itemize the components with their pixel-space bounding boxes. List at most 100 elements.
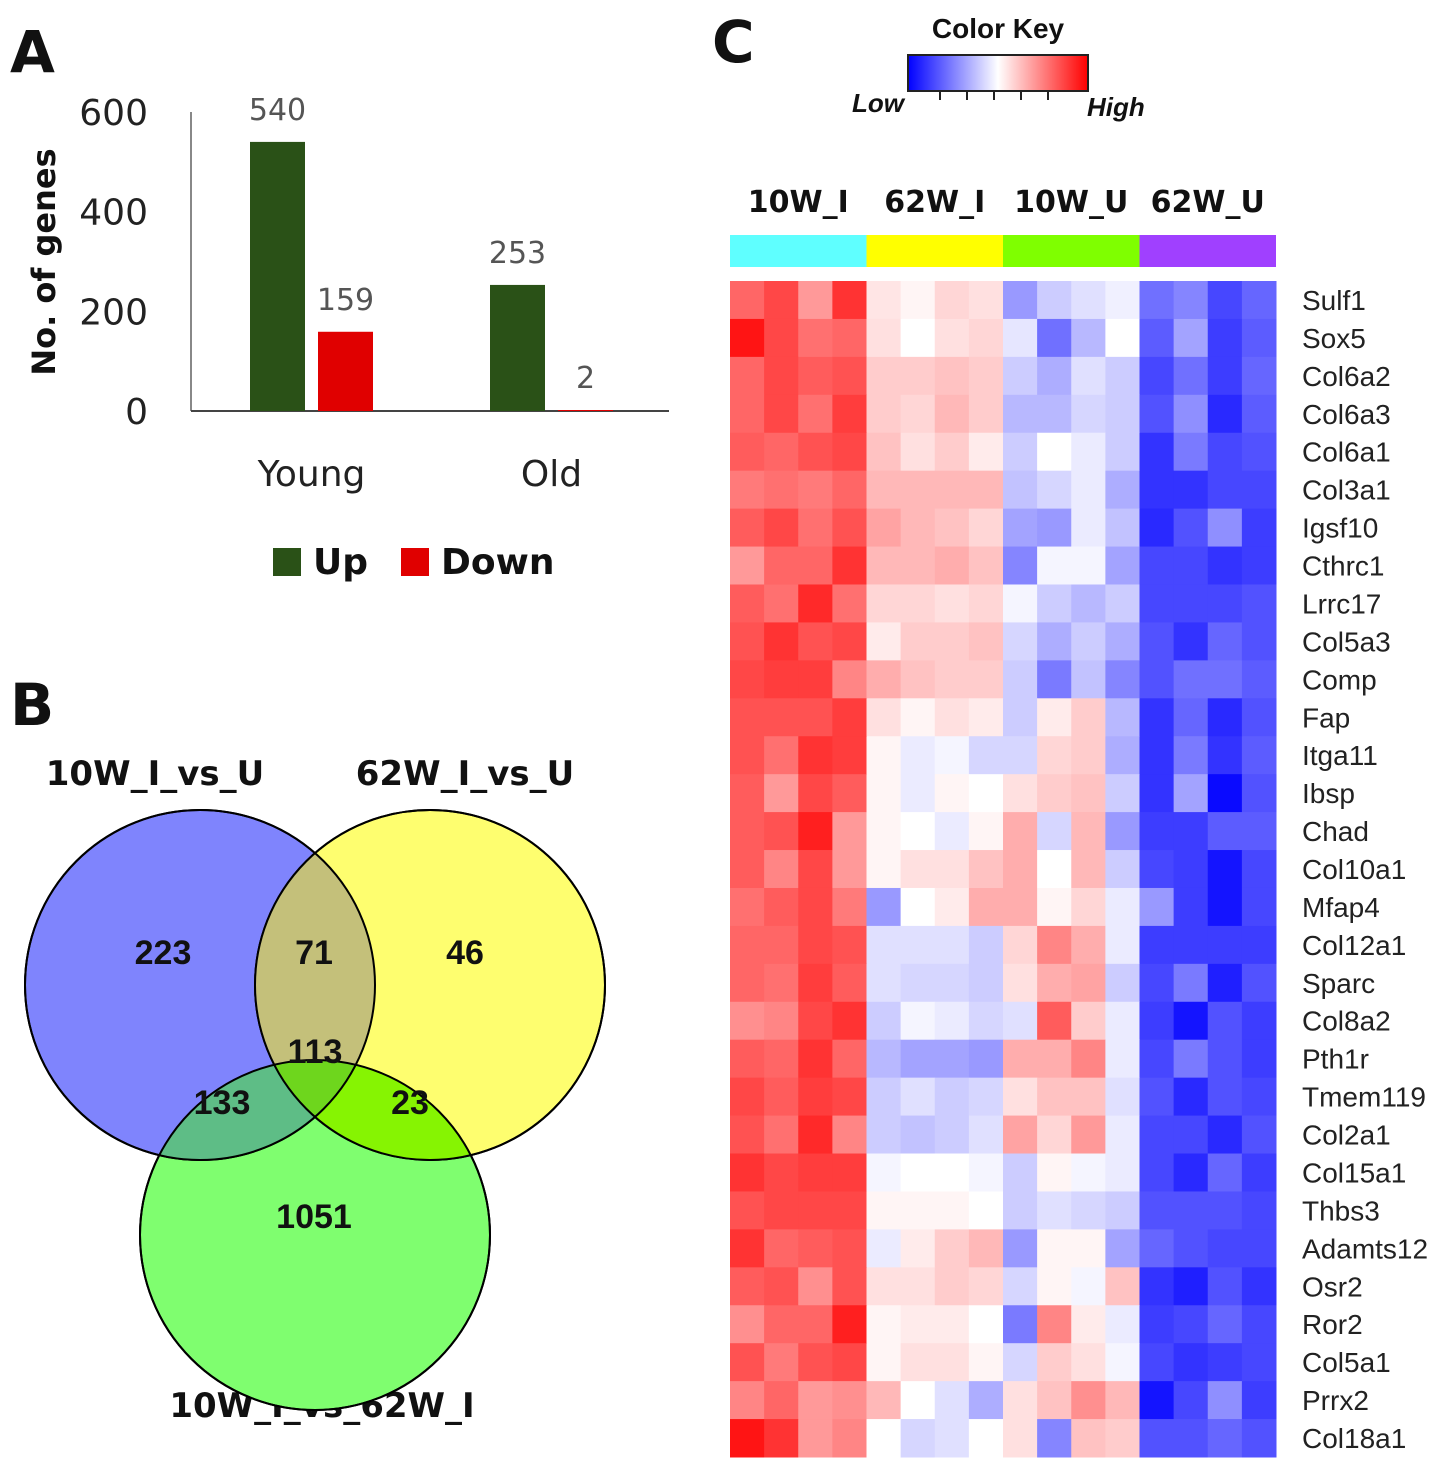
heatmap-cell: [1207, 1115, 1243, 1155]
heatmap-cell: [1003, 1077, 1038, 1117]
heatmap-cell: [764, 925, 799, 965]
heatmap-cell: [1139, 432, 1175, 472]
heatmap-cell: [764, 318, 799, 358]
heatmap-cell: [968, 660, 1004, 699]
heatmap-cell: [832, 850, 867, 889]
heatmap-cell: [1139, 584, 1175, 623]
heatmap-cell: [900, 1343, 936, 1382]
heatmap-cell: [1071, 774, 1106, 813]
heatmap-cell: [1139, 1115, 1175, 1155]
heatmap-gene-label: Col2a1: [1302, 1120, 1391, 1151]
heatmap-cell: [798, 736, 833, 775]
bar-up-young: [250, 141, 305, 411]
heatmap-cell: [1173, 1343, 1209, 1382]
heatmap-cell: [730, 1381, 765, 1420]
heatmap-cell: [1105, 660, 1140, 699]
heatmap-cell: [764, 508, 799, 548]
heatmap-group-bar: [866, 235, 1003, 267]
heatmap-cell: [764, 736, 799, 775]
heatmap-cell: [934, 850, 970, 889]
heatmap-cell: [1241, 1229, 1277, 1268]
venn-set-a-title: 10W_I_vs_U: [46, 754, 264, 794]
heatmap-cell: [798, 318, 833, 358]
venn-count-c-only: 1051: [276, 1198, 352, 1236]
heatmap-cell: [1105, 925, 1140, 965]
heatmap-cell: [1003, 1343, 1038, 1382]
heatmap-cell: [1241, 660, 1277, 699]
venn-count-bc: 23: [391, 1084, 429, 1122]
heatmap-cell: [866, 1191, 902, 1230]
heatmap-cell: [1071, 432, 1106, 472]
heatmap-cell: [1207, 812, 1243, 851]
heatmap-cell: [900, 1153, 936, 1192]
heatmap-cell: [798, 963, 833, 1003]
heatmap-cell: [832, 1419, 867, 1458]
heatmap-cell: [1071, 736, 1106, 775]
heatmap-cell: [1105, 281, 1140, 320]
heatmap-cell: [1105, 470, 1140, 510]
heatmap-cell: [1173, 470, 1209, 510]
heatmap-cell: [1105, 432, 1140, 472]
heatmap-cell: [1139, 1267, 1175, 1306]
heatmap-cell: [968, 508, 1004, 548]
heatmap-cell: [1071, 1229, 1106, 1268]
color-key-title: Color Key: [932, 13, 1065, 44]
bar-down-old: [558, 410, 613, 411]
heatmap-cell: [1071, 394, 1106, 434]
heatmap-cell: [798, 1153, 833, 1192]
heatmap-cell: [764, 660, 799, 699]
heatmap-cell: [764, 887, 799, 927]
heatmap-cell: [764, 850, 799, 889]
heatmap-cell: [798, 925, 833, 965]
heatmap-cell: [832, 432, 867, 472]
heatmap-cell: [934, 1039, 970, 1079]
heatmap-cell: [900, 508, 936, 548]
heatmap-cell: [1139, 1077, 1175, 1117]
heatmap-cell: [1241, 508, 1277, 548]
heatmap-cell: [832, 660, 867, 699]
heatmap-cell: [1003, 432, 1038, 472]
heatmap-cell: [1241, 887, 1277, 927]
heatmap-cell: [764, 1191, 799, 1230]
heatmap-group-label: 62W_U: [1151, 185, 1265, 220]
heatmap-cell: [1139, 356, 1175, 396]
heatmap-cell: [934, 470, 970, 510]
heatmap-cell: [798, 812, 833, 851]
legend-down-swatch: [401, 548, 429, 576]
heatmap-cell: [1173, 850, 1209, 889]
heatmap-cell: [1241, 925, 1277, 965]
heatmap-cell: [1241, 1343, 1277, 1382]
heatmap-cell: [900, 774, 936, 813]
heatmap-cell: [832, 394, 867, 434]
heatmap-cell: [934, 1115, 970, 1155]
heatmap-cell: [1173, 1001, 1209, 1041]
heatmap-cell: [1173, 1153, 1209, 1192]
venn-count-ac: 133: [194, 1084, 251, 1122]
heatmap-cell: [1173, 812, 1209, 851]
heatmap-cell: [1003, 698, 1038, 737]
heatmap-cell: [866, 318, 902, 358]
heatmap-gene-label: Col10a1: [1302, 854, 1406, 885]
heatmap-cell: [764, 356, 799, 396]
heatmap-cell: [1037, 698, 1072, 737]
heatmap-cell: [832, 1267, 867, 1306]
y-tick-label: 400: [79, 193, 148, 234]
heatmap-cell: [1207, 1153, 1243, 1192]
heatmap-cell: [968, 736, 1004, 775]
heatmap-cell: [1105, 1001, 1140, 1041]
heatmap-cell: [900, 281, 936, 320]
heatmap-cell: [832, 622, 867, 661]
heatmap-cell: [968, 394, 1004, 434]
heatmap-group-label: 10W_I: [748, 185, 849, 220]
heatmap-cell: [866, 774, 902, 813]
heatmap-cell: [730, 281, 765, 320]
color-key-ticks: [939, 91, 1049, 100]
heatmap-cell: [866, 850, 902, 889]
heatmap-cell: [1071, 1001, 1106, 1041]
heatmap-cell: [1241, 546, 1277, 585]
y-tick-label: 0: [125, 392, 148, 433]
heatmap-gene-label: Prrx2: [1302, 1385, 1369, 1416]
heatmap-cell: [934, 356, 970, 396]
heatmap-cell: [1037, 394, 1072, 434]
heatmap-cell: [1105, 698, 1140, 737]
